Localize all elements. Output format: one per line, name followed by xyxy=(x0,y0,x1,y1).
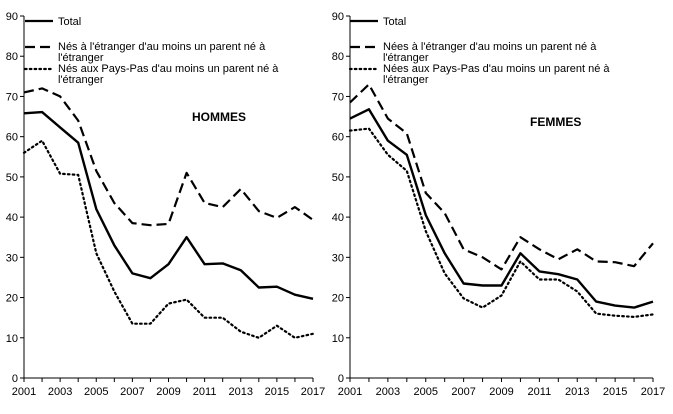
y-tick-label: 90 xyxy=(332,11,344,23)
series-line-solid xyxy=(349,108,654,309)
y-tick-label: 40 xyxy=(6,212,18,224)
y-tick-label: 60 xyxy=(6,132,18,144)
y-tick-label: 20 xyxy=(6,293,18,305)
y-tick-label: 50 xyxy=(6,172,18,184)
legend-label: Nées aux Pays-Pas d'au moins un parent n… xyxy=(383,63,610,86)
y-tick-label: 50 xyxy=(332,172,344,184)
y-tick-label: 10 xyxy=(332,333,344,345)
x-tick-label: 2001 xyxy=(12,386,36,398)
legend: Total Nées à l'étranger d'au moins un par… xyxy=(348,16,610,86)
series-line-dashed xyxy=(349,83,654,271)
x-tick-label: 2007 xyxy=(451,386,475,398)
y-tick-label: 70 xyxy=(332,91,344,103)
series-line-dotted xyxy=(22,139,315,339)
series-line-dotted xyxy=(348,127,655,318)
y-tick-label: 70 xyxy=(6,91,18,103)
legend-label: Total xyxy=(58,16,81,28)
x-tick-label: 2017 xyxy=(301,386,325,398)
x-tick-label: 2013 xyxy=(229,386,253,398)
x-tick-label: 2013 xyxy=(565,386,589,398)
y-tick-label: 90 xyxy=(6,11,18,23)
y-tick-label: 0 xyxy=(338,373,344,385)
x-tick-label: 2015 xyxy=(265,386,289,398)
x-tick-label: 2011 xyxy=(528,386,552,398)
chart-panel-hommes: 0 10 20 30 40 50 60 70 80 90 2001 2003 2005 2007 2009 2… xyxy=(6,11,325,398)
y-tick-label: 60 xyxy=(332,132,344,144)
legend: Total Nés à l'étranger d'au moins un pare… xyxy=(23,16,279,86)
x-tick-label: 2017 xyxy=(641,386,665,398)
y-tick-label: 40 xyxy=(332,212,344,224)
panel-title: HOMMES xyxy=(192,110,246,124)
x-tick-label: 2001 xyxy=(338,386,362,398)
y-tick-label: 80 xyxy=(332,51,344,63)
x-tick-label: 2005 xyxy=(84,386,108,398)
series-line-solid xyxy=(23,110,314,300)
x-tick-label: 2011 xyxy=(193,386,217,398)
y-tick-label: 20 xyxy=(332,293,344,305)
y-tick-label: 80 xyxy=(6,51,18,63)
x-tick-label: 2009 xyxy=(489,386,513,398)
legend-label: Total xyxy=(383,16,406,28)
x-tick-label: 2009 xyxy=(156,386,180,398)
x-tick-label: 2007 xyxy=(120,386,144,398)
legend-label: Nées à l'étranger d'au moins un parent n… xyxy=(383,41,597,64)
y-tick-label: 0 xyxy=(12,373,18,385)
x-tick-label: 2015 xyxy=(603,386,627,398)
x-tick-label: 2003 xyxy=(48,386,72,398)
legend-label: Nés aux Pays-Pas d'au moins un parent né… xyxy=(58,63,279,86)
x-tick-label: 2003 xyxy=(376,386,400,398)
y-tick-label: 10 xyxy=(6,333,18,345)
x-tick-label: 2005 xyxy=(414,386,438,398)
chart-panel-femmes: 0 10 20 30 40 50 60 70 80 90 2001 2003 2005 2007 2009 2… xyxy=(332,11,665,398)
panel-title: FEMMES xyxy=(530,115,581,129)
legend-label: Nés à l'étranger d'au moins un parent né… xyxy=(58,41,266,64)
series-line-dashed xyxy=(23,87,314,227)
y-tick-label: 30 xyxy=(6,252,18,264)
y-tick-label: 30 xyxy=(332,252,344,264)
